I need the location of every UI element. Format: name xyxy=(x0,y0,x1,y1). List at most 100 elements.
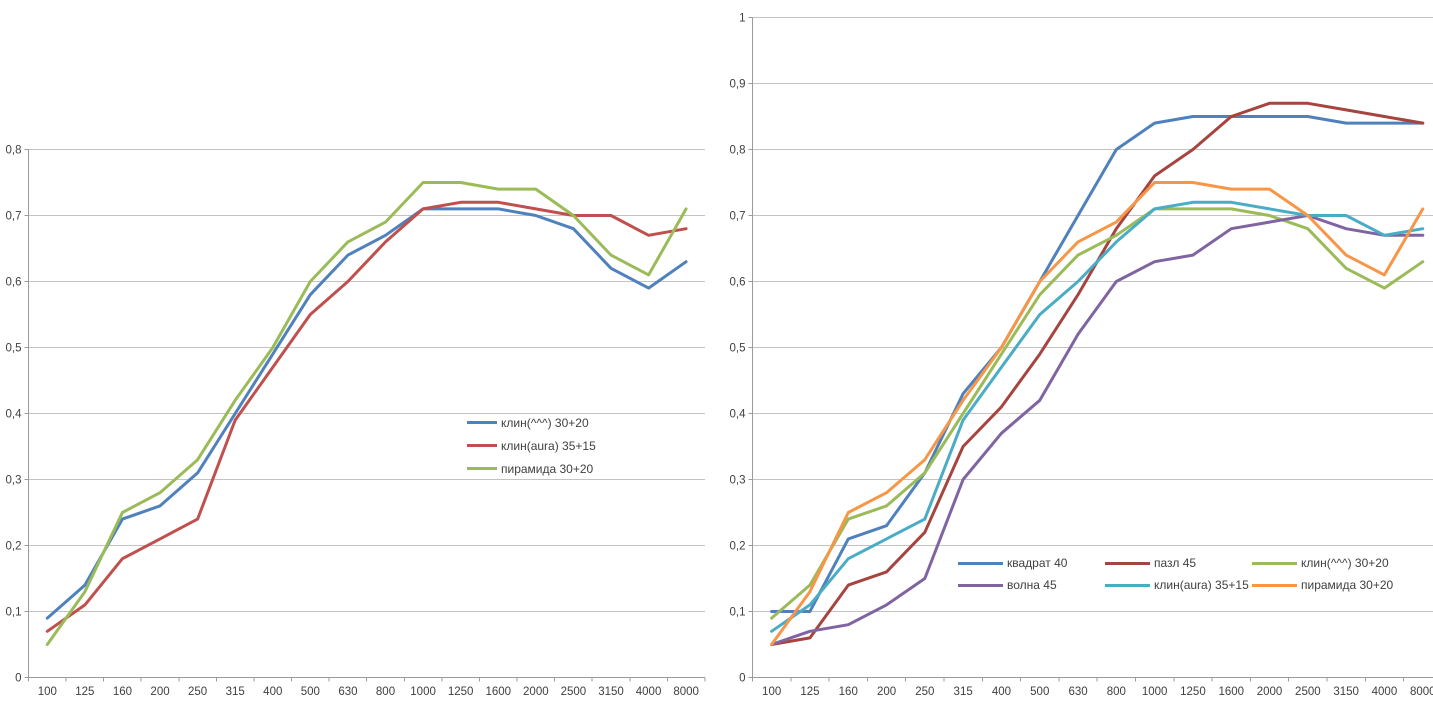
axes xyxy=(752,17,1433,682)
x-tick-label: 2000 xyxy=(1257,686,1283,698)
legend-series-swatch xyxy=(1105,561,1150,565)
x-tick-label: 3150 xyxy=(1333,686,1359,698)
legend-series-swatch xyxy=(958,561,1003,565)
y-tick-label: 0,5 xyxy=(730,343,746,355)
y-axis-ticks xyxy=(748,17,753,678)
legend-item: пирамида 30+20 xyxy=(1252,574,1393,596)
legend-series-swatch xyxy=(467,467,497,470)
right-chart-plot: 0 0,1 0,2 0,3 0,4 0,5 0,6 0,7 0,8 0,9 1 100 125 160 20… xyxy=(730,13,1433,698)
legend-item: клин(aura) 35+15 xyxy=(1105,574,1249,596)
legend-item: пазл 45 xyxy=(1105,552,1196,574)
y-tick-label: 1 xyxy=(739,13,745,25)
y-tick-label: 0,7 xyxy=(730,211,746,223)
legend-series-swatch xyxy=(958,583,1003,587)
legend-item: клин(^^^) 30+20 xyxy=(467,411,596,434)
right-absorption-chart: 0 0,1 0,2 0,3 0,4 0,5 0,6 0,7 0,8 0,9 1 100 125 160 20… xyxy=(710,0,1433,707)
y-tick-label: 0,1 xyxy=(6,607,22,619)
x-tick-label: 1250 xyxy=(1180,686,1206,698)
x-tick-label: 1600 xyxy=(485,686,511,698)
series-line xyxy=(770,214,1425,646)
x-tick-label: 500 xyxy=(1030,686,1049,698)
x-tick-label: 315 xyxy=(226,686,245,698)
y-tick-label: 0,4 xyxy=(6,409,23,421)
series-line xyxy=(770,181,1425,646)
x-axis-labels: 100 125 160 200 250 315 400 500 630 800 1000 1250 16… xyxy=(38,686,699,698)
x-tick-label: 3150 xyxy=(598,686,624,698)
y-axis-labels: 0 0,1 0,2 0,3 0,4 0,5 0,6 0,7 0,8 xyxy=(6,145,23,685)
gridlines xyxy=(752,17,1433,678)
series-line xyxy=(45,207,688,620)
y-axis-ticks xyxy=(24,149,29,678)
legend-series-label: клин(^^^) 30+20 xyxy=(1301,556,1389,570)
y-tick-label: 0,7 xyxy=(6,211,22,223)
y-tick-label: 0,6 xyxy=(6,277,22,289)
x-tick-label: 800 xyxy=(376,686,395,698)
x-tick-label: 2000 xyxy=(523,686,549,698)
y-tick-label: 0,8 xyxy=(730,145,746,157)
legend-series-label: пирамида 30+20 xyxy=(501,461,594,476)
legend-series-label: квадрат 40 xyxy=(1007,556,1068,570)
legend-series-swatch xyxy=(1252,583,1297,587)
legend-series-label: пирамида 30+20 xyxy=(1301,578,1394,592)
series-lines xyxy=(770,101,1425,646)
y-tick-label: 0,3 xyxy=(6,475,22,487)
legend-item: клин(^^^) 30+20 xyxy=(1252,552,1389,574)
y-tick-label: 0,2 xyxy=(6,541,22,553)
x-tick-label: 800 xyxy=(1107,686,1126,698)
x-tick-label: 8000 xyxy=(673,686,699,698)
x-tick-label: 400 xyxy=(992,686,1011,698)
legend-series-swatch xyxy=(1252,561,1297,565)
left-chart-plot: 0 0,1 0,2 0,3 0,4 0,5 0,6 0,7 0,8 100 125 160 200 250… xyxy=(6,145,706,698)
legend-series-swatch xyxy=(467,444,497,447)
legend-series-label: клин(^^^) 30+20 xyxy=(501,415,589,430)
x-tick-label: 200 xyxy=(877,686,896,698)
x-tick-label: 250 xyxy=(915,686,934,698)
legend-item: пирамида 30+20 xyxy=(467,457,596,480)
y-tick-label: 0,5 xyxy=(6,343,22,355)
y-tick-label: 0 xyxy=(15,673,21,685)
y-tick-label: 0,3 xyxy=(730,475,746,487)
x-tick-label: 160 xyxy=(113,686,132,698)
x-axis-labels: 100 125 160 200 250 315 400 500 630 800 1000 1250 16… xyxy=(762,686,1433,698)
y-tick-label: 0,4 xyxy=(730,409,747,421)
x-tick-label: 4000 xyxy=(636,686,662,698)
x-tick-label: 630 xyxy=(338,686,357,698)
legend-item: клин(aura) 35+15 xyxy=(467,434,596,457)
x-tick-label: 4000 xyxy=(1372,686,1398,698)
legend-item: волна 45 xyxy=(958,574,1057,596)
legend-series-swatch xyxy=(1105,583,1150,587)
legend-series-swatch xyxy=(467,421,497,424)
series-line xyxy=(770,207,1425,620)
gridlines xyxy=(28,149,705,678)
legend-series-label: клин(aura) 35+15 xyxy=(501,438,596,453)
x-tick-label: 125 xyxy=(800,686,819,698)
legend-series-label: клин(aura) 35+15 xyxy=(1154,578,1249,592)
y-tick-label: 0,8 xyxy=(6,145,22,157)
x-tick-label: 1600 xyxy=(1218,686,1244,698)
y-tick-label: 0,2 xyxy=(730,541,746,553)
y-tick-label: 0,1 xyxy=(730,607,746,619)
x-tick-label: 400 xyxy=(263,686,282,698)
series-lines xyxy=(45,181,688,646)
y-tick-label: 0,6 xyxy=(730,277,746,289)
left-absorption-chart: 0 0,1 0,2 0,3 0,4 0,5 0,6 0,7 0,8 100 125 160 200 250… xyxy=(0,0,710,707)
y-axis-labels: 0 0,1 0,2 0,3 0,4 0,5 0,6 0,7 0,8 0,9 1 xyxy=(730,13,747,685)
x-tick-label: 200 xyxy=(150,686,169,698)
series-line xyxy=(770,200,1425,633)
x-tick-label: 8000 xyxy=(1410,686,1433,698)
x-tick-label: 2500 xyxy=(561,686,587,698)
series-line xyxy=(45,200,688,633)
x-tick-label: 100 xyxy=(38,686,57,698)
x-tick-label: 1250 xyxy=(448,686,474,698)
x-tick-label: 630 xyxy=(1068,686,1087,698)
series-line xyxy=(45,181,688,646)
x-tick-label: 315 xyxy=(954,686,973,698)
chart-legend: клин(^^^) 30+20 клин(aura) 35+15 пирамида … xyxy=(467,411,596,480)
legend-series-label: волна 45 xyxy=(1007,578,1057,592)
x-tick-label: 100 xyxy=(762,686,781,698)
x-tick-label: 2500 xyxy=(1295,686,1321,698)
y-tick-label: 0 xyxy=(739,673,745,685)
axes xyxy=(28,149,706,682)
y-tick-label: 0,9 xyxy=(730,79,746,91)
